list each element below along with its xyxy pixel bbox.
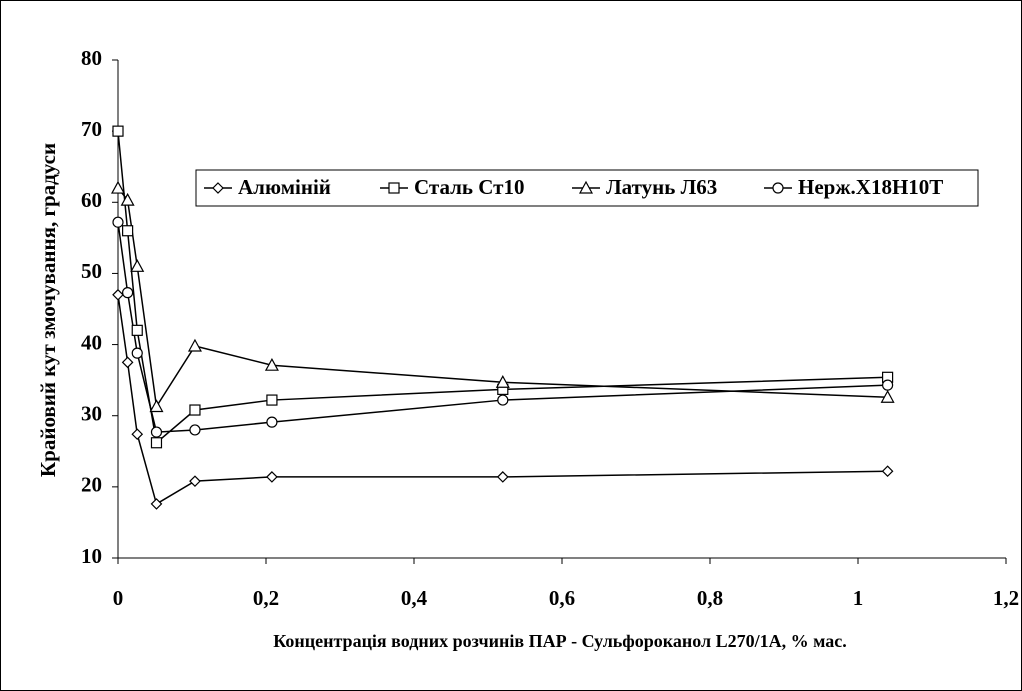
legend-label: Сталь Ст10 [414, 175, 525, 199]
legend-label: Нерж.Х18Н10Т [798, 175, 943, 199]
y-tick-label: 10 [81, 544, 102, 568]
data-point [880, 389, 895, 403]
y-tick-label: 70 [81, 117, 102, 141]
x-tick-label: 0,4 [401, 586, 428, 610]
data-point [496, 471, 509, 483]
data-point [131, 347, 143, 359]
data-point [881, 379, 894, 391]
series-line [117, 294, 888, 506]
series-line [117, 187, 888, 409]
legend-marker [578, 180, 594, 194]
legend-marker [212, 182, 224, 194]
legend-marker [388, 182, 400, 194]
data-point [131, 428, 144, 441]
data-point [881, 465, 894, 478]
data-point [121, 356, 134, 369]
data-point [187, 338, 202, 352]
data-point [122, 287, 134, 299]
data-point [112, 216, 124, 228]
data-point [266, 394, 278, 406]
y-axis-label: Крайовий кут змочування, градуси [36, 143, 60, 477]
data-point [120, 192, 135, 206]
x-tick-label: 0,6 [549, 586, 575, 610]
data-point [112, 288, 124, 301]
data-point [112, 125, 124, 137]
x-tick-label: 0,2 [253, 586, 279, 610]
data-point [266, 416, 278, 428]
data-point [189, 404, 201, 416]
y-tick-label: 30 [81, 402, 102, 426]
data-point [264, 357, 279, 371]
data-point [131, 324, 143, 336]
data-point [189, 424, 201, 436]
data-point [497, 394, 509, 406]
series-line [117, 222, 888, 433]
data-point [149, 399, 164, 413]
y-tick-label: 20 [81, 473, 102, 497]
x-tick-label: 0,8 [697, 586, 723, 610]
data-point [189, 475, 201, 488]
legend-label: Алюміній [238, 175, 331, 199]
x-tick-label: 1,2 [993, 586, 1019, 610]
y-tick-label: 60 [81, 188, 102, 212]
series-line [117, 131, 888, 445]
data-point [130, 259, 145, 272]
data-point [266, 471, 278, 483]
legend-label: Латунь Л63 [606, 175, 717, 199]
data-point [150, 426, 163, 438]
data-point [150, 498, 163, 510]
y-tick-label: 40 [81, 330, 102, 354]
data-point [110, 180, 126, 194]
x-tick-label: 1 [853, 586, 864, 610]
y-tick-label: 50 [81, 259, 102, 283]
data-point [150, 437, 163, 449]
x-axis-label: Концентрація водних розчинів ПАР - Сульф… [273, 631, 847, 651]
data-point [495, 375, 510, 388]
data-point [122, 225, 134, 237]
x-tick-label: 0 [113, 586, 124, 610]
y-tick-label: 80 [81, 46, 102, 70]
legend-marker [772, 182, 784, 194]
